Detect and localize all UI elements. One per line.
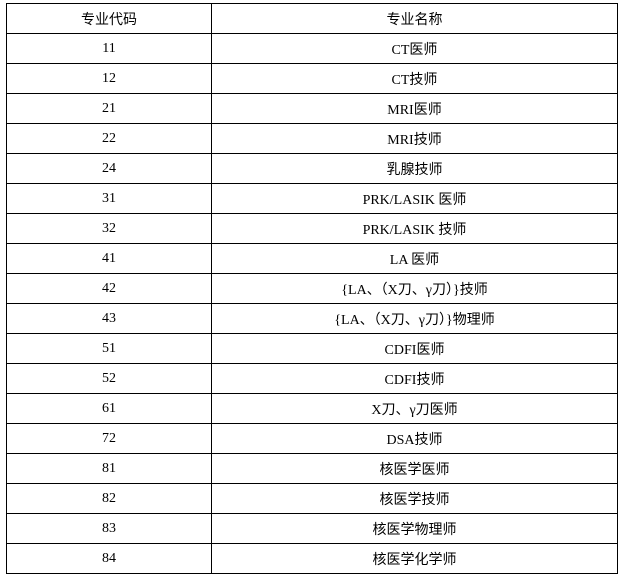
- table-row: 31 PRK/LASIK 医师: [6, 183, 618, 214]
- cell-code: 11: [6, 33, 212, 64]
- header-row: 专业代码 专业名称: [6, 3, 618, 34]
- cell-name: {LA、（X刀、γ刀）}技师: [211, 273, 618, 304]
- cell-name: CDFI医师: [211, 333, 618, 364]
- table-row: 12 CT技师: [6, 63, 618, 94]
- cell-code: 12: [6, 63, 212, 94]
- cell-name: 核医学化学师: [211, 543, 618, 574]
- cell-name: CT医师: [211, 33, 618, 64]
- cell-code: 41: [6, 243, 212, 274]
- cell-name: X刀、γ刀医师: [211, 393, 618, 424]
- table-row: 83 核医学物理师: [6, 513, 618, 544]
- table-row: 42 {LA、（X刀、γ刀）}技师: [6, 273, 618, 304]
- header-code: 专业代码: [6, 3, 212, 34]
- table-row: 21 MRI医师: [6, 93, 618, 124]
- table-row: 72 DSA技师: [6, 423, 618, 454]
- cell-name: 核医学医师: [211, 453, 618, 484]
- cell-name: MRI医师: [211, 93, 618, 124]
- cell-name: DSA技师: [211, 423, 618, 454]
- cell-name: 核医学物理师: [211, 513, 618, 544]
- table-row: 32 PRK/LASIK 技师: [6, 213, 618, 244]
- cell-code: 42: [6, 273, 212, 304]
- table-row: 11 CT医师: [6, 33, 618, 64]
- cell-name: 乳腺技师: [211, 153, 618, 184]
- cell-code: 31: [6, 183, 212, 214]
- cell-code: 24: [6, 153, 212, 184]
- cell-code: 21: [6, 93, 212, 124]
- cell-code: 32: [6, 213, 212, 244]
- cell-code: 72: [6, 423, 212, 454]
- table-row: 43 {LA、（X刀、γ刀）}物理师: [6, 303, 618, 334]
- table-row: 51 CDFI医师: [6, 333, 618, 364]
- header-name: 专业名称: [211, 3, 618, 34]
- table-row: 61 X刀、γ刀医师: [6, 393, 618, 424]
- cell-code: 82: [6, 483, 212, 514]
- cell-name: MRI技师: [211, 123, 618, 154]
- cell-name: PRK/LASIK 技师: [211, 213, 618, 244]
- table-row: 84 核医学化学师: [6, 543, 618, 574]
- cell-code: 81: [6, 453, 212, 484]
- table-row: 81 核医学医师: [6, 453, 618, 484]
- specialty-table: 专业代码 专业名称 11 CT医师 12 CT技师 21 MRI医师 22 MRI技师 24 乳腺…: [6, 3, 618, 574]
- cell-name: CT技师: [211, 63, 618, 94]
- cell-code: 61: [6, 393, 212, 424]
- table-row: 24 乳腺技师: [6, 153, 618, 184]
- table-row: 41 LA 医师: [6, 243, 618, 274]
- cell-name: 核医学技师: [211, 483, 618, 514]
- cell-name: {LA、（X刀、γ刀）}物理师: [211, 303, 618, 334]
- cell-code: 22: [6, 123, 212, 154]
- table-row: 52 CDFI技师: [6, 363, 618, 394]
- cell-name: CDFI技师: [211, 363, 618, 394]
- table-row: 22 MRI技师: [6, 123, 618, 154]
- cell-name: LA 医师: [211, 243, 618, 274]
- cell-name: PRK/LASIK 医师: [211, 183, 618, 214]
- cell-code: 83: [6, 513, 212, 544]
- cell-code: 52: [6, 363, 212, 394]
- cell-code: 43: [6, 303, 212, 334]
- cell-code: 84: [6, 543, 212, 574]
- table-row: 82 核医学技师: [6, 483, 618, 514]
- cell-code: 51: [6, 333, 212, 364]
